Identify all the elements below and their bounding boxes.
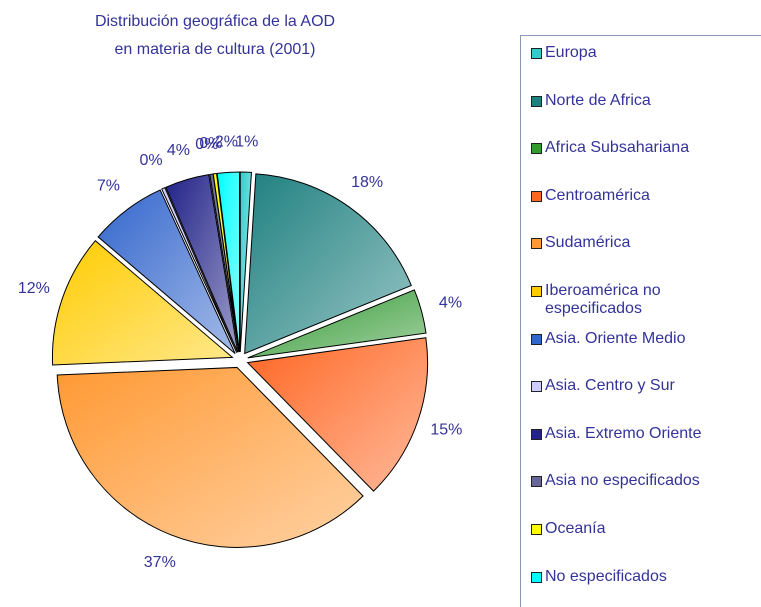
legend-item: Centroamérica [531,187,761,205]
legend-item: Europa [531,44,761,62]
pie-slice [97,189,236,355]
data-label: 2% [215,134,238,151]
data-label: 0% [139,152,162,169]
legend-swatch [531,190,542,202]
legend-label: Asia. Extremo Oriente [545,424,702,442]
legend-swatch [531,381,542,393]
legend-item: Norte de Africa [531,92,761,110]
legend-item: Asia no especificados [531,472,761,490]
legend-label: Asia. Oriente Medio [545,329,686,347]
legend-swatch [531,48,542,59]
legend-label: Iberoamérica no especificados [545,282,661,317]
legend-item: Asia. Oriente Medio [531,330,761,348]
pie-slice [165,174,239,353]
pie-slice [244,173,412,355]
data-label: 7% [97,177,120,194]
legend-swatch [531,428,542,440]
legend-item: Africa Subsahariana [531,139,761,157]
legend-swatch [531,476,542,488]
chart-title: en materia de cultura (2001) [115,41,316,58]
pie-slice [239,171,252,353]
legend-swatch [531,238,542,250]
legend-swatch [531,524,542,535]
pie-slice [212,172,240,353]
pie-slice [161,187,238,353]
data-label: 0% [199,135,222,152]
pie-slice [247,289,427,359]
legend-label: Asia. Centro y Sur [545,377,675,395]
pie-slice [56,366,364,548]
legend-swatch [531,286,542,297]
legend-label: Norte de Africa [545,91,651,109]
legend-label: Sudamérica [545,234,631,252]
legend-item: Asia. Centro y Sur [531,377,761,395]
legend-swatch [531,333,542,345]
data-label: 4% [167,142,190,159]
legend-label: Europa [545,44,597,61]
legend-label: Centroamérica [545,186,650,204]
data-label: 1% [235,133,258,150]
legend-label: No especificados [545,567,667,585]
legend-label: Asia no especificados [545,472,700,490]
legend: Europa Norte de Africa Africa Subsahariana… [520,35,761,607]
legend-label: Oceanía [545,520,606,537]
data-label: 4% [439,295,462,312]
legend-item: Sudamérica [531,234,761,252]
legend-item: No especificados [531,568,761,586]
legend-item: Iberoamérica no especificados [531,282,695,318]
data-label: 15% [430,422,462,439]
chart-title: Distribución geográfica de la AOD [95,13,335,30]
pie-slice [51,240,234,366]
data-label: 12% [18,280,50,297]
data-label: 18% [351,174,383,191]
pie-slice [246,337,429,492]
data-label: 37% [144,554,176,571]
legend-swatch [531,95,542,107]
legend-item: Oceanía [531,520,761,538]
data-label: 0% [195,136,218,153]
legend-item: Asia. Extremo Oriente [531,425,761,443]
legend-swatch [531,571,542,583]
legend-label: Africa Subsahariana [545,139,690,157]
legend-swatch [531,143,542,155]
pie-slice [216,171,241,353]
chart: Distribución geográfica de la AOD en mat… [18,13,462,571]
